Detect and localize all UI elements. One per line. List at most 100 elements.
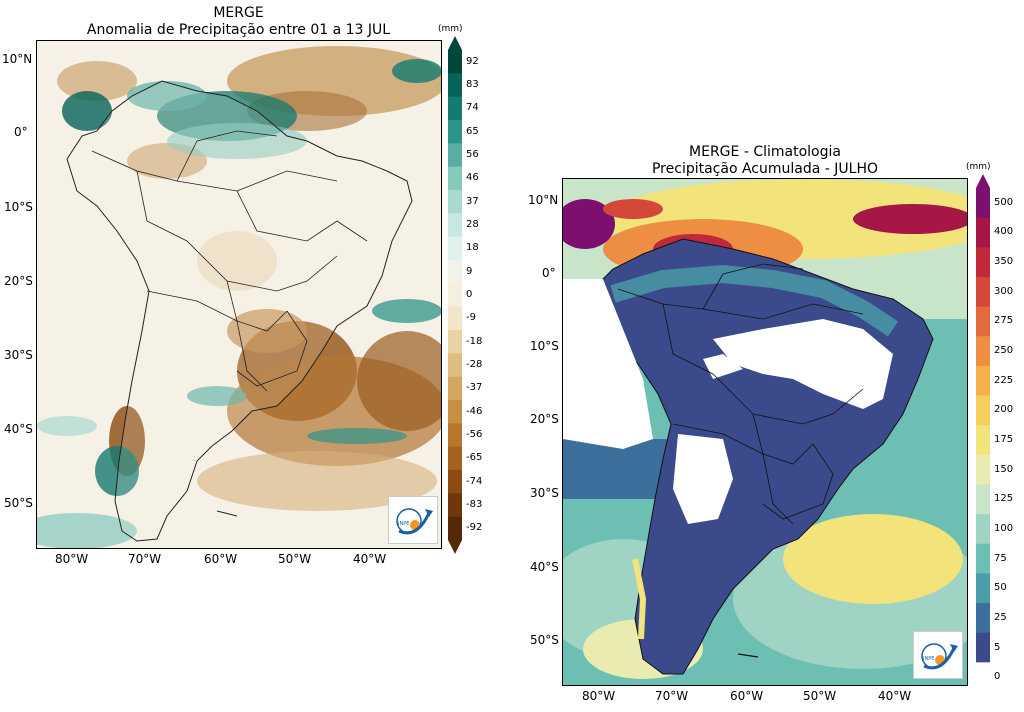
colorbar-segment bbox=[448, 73, 462, 98]
colorbar-tick-label: 350 bbox=[994, 256, 1014, 268]
colorbar-segment bbox=[448, 423, 462, 448]
colorbar-tick-label: 37 bbox=[466, 195, 479, 207]
colorbar-segment bbox=[448, 166, 462, 191]
colorbar-tick-label: 150 bbox=[994, 463, 1014, 475]
colorbar-segment bbox=[448, 120, 462, 144]
colorbar-tick-label: 65 bbox=[466, 125, 479, 137]
colorbar-segment bbox=[448, 306, 462, 331]
colorbar-segment bbox=[976, 425, 990, 456]
colorbar-tick-label: 0 bbox=[994, 671, 1001, 683]
right-lat-label: 30°S bbox=[530, 486, 559, 500]
colorbar-segment bbox=[976, 662, 990, 693]
colorbar-tick-label: 9 bbox=[466, 265, 473, 277]
colorbar-tick-label: -18 bbox=[466, 335, 483, 347]
colorbar-segment bbox=[448, 260, 462, 284]
right-map-canvas bbox=[563, 179, 967, 685]
colorbar-tick-label: 74 bbox=[466, 102, 479, 114]
left-lat-label: 40°S bbox=[4, 422, 33, 436]
colorbar-tick-label: 200 bbox=[994, 404, 1014, 416]
colorbar-segment bbox=[448, 470, 462, 494]
right-climatology-map bbox=[562, 178, 968, 686]
left-lat-label: 50°S bbox=[4, 496, 33, 510]
colorbar-tick-label: 75 bbox=[994, 552, 1007, 564]
left-lon-label: 70°W bbox=[128, 552, 162, 566]
inpe-logo-left: INPE bbox=[388, 496, 438, 544]
colorbar-segment bbox=[976, 454, 990, 485]
colorbar-tick-label: 275 bbox=[994, 315, 1014, 327]
colorbar-segment bbox=[976, 306, 990, 337]
colorbar-tick-label: -92 bbox=[466, 522, 483, 534]
left-anomaly-map bbox=[36, 40, 442, 549]
left-lon-label: 60°W bbox=[204, 552, 238, 566]
colorbar-segment bbox=[976, 336, 990, 367]
right-lon-label: 80°W bbox=[582, 689, 616, 703]
right-lat-label: 0° bbox=[542, 266, 556, 280]
colorbar-segment bbox=[448, 283, 462, 308]
colorbar-tick-label: 300 bbox=[994, 285, 1014, 297]
colorbar-tick-label: 46 bbox=[466, 172, 479, 184]
left-lon-label: 50°W bbox=[278, 552, 312, 566]
colorbar-segment bbox=[448, 330, 462, 354]
right-map-title: MERGE - Climatologia Precipitação Acumul… bbox=[562, 144, 968, 178]
colorbar-tick-label: -37 bbox=[466, 382, 483, 394]
colorbar-segment bbox=[976, 217, 990, 248]
right-colorbar-unit: (mm) bbox=[966, 162, 991, 172]
right-lat-label: 50°S bbox=[530, 633, 559, 647]
colorbar-segment bbox=[448, 353, 462, 378]
colorbar-segment bbox=[976, 632, 990, 663]
right-lon-label: 60°W bbox=[730, 689, 764, 703]
right-lat-label: 10°S bbox=[530, 339, 559, 353]
colorbar-arrow-bottom bbox=[448, 540, 462, 554]
colorbar-tick-label: 28 bbox=[466, 219, 479, 230]
colorbar-segment bbox=[976, 247, 990, 278]
colorbar-tick-label: -46 bbox=[466, 405, 483, 417]
colorbar-tick-label: 92 bbox=[466, 55, 479, 67]
left-lat-label: 20°S bbox=[4, 274, 33, 288]
colorbar-tick-label: -28 bbox=[466, 359, 483, 370]
colorbar-tick-label: 25 bbox=[994, 611, 1007, 623]
colorbar-tick-label: 18 bbox=[466, 242, 479, 254]
right-colorbar-svg bbox=[976, 174, 990, 693]
colorbar-segment bbox=[976, 573, 990, 604]
colorbar-tick-label: -83 bbox=[466, 499, 483, 510]
colorbar-segment bbox=[976, 514, 990, 545]
colorbar-tick-label: -74 bbox=[466, 475, 483, 487]
colorbar-segment bbox=[976, 543, 990, 574]
south-america-outline bbox=[66, 80, 413, 542]
colorbar-segment bbox=[448, 190, 462, 214]
left-colorbar-svg bbox=[448, 36, 462, 554]
inpe-logo-text: INPE bbox=[398, 521, 409, 527]
colorbar-segment bbox=[976, 365, 990, 397]
colorbar-tick-label: 250 bbox=[994, 345, 1014, 357]
colorbar-segment bbox=[448, 236, 462, 261]
colorbar-tick-label: 175 bbox=[994, 434, 1014, 445]
left-colorbar-unit: (mm) bbox=[438, 24, 463, 34]
colorbar-segment bbox=[976, 395, 990, 426]
colorbar-tick-label: 125 bbox=[994, 493, 1014, 505]
left-lon-label: 40°W bbox=[353, 552, 387, 566]
left-map-title-line1: MERGE bbox=[213, 5, 264, 21]
colorbar-tick-label: 83 bbox=[466, 79, 479, 90]
right-lat-label: 20°S bbox=[530, 412, 559, 426]
right-map-title-line1: MERGE - Climatologia bbox=[689, 144, 841, 160]
colorbar-segment bbox=[976, 603, 990, 634]
inpe-logo-icon: INPE bbox=[396, 508, 433, 535]
left-lon-label: 80°W bbox=[55, 552, 89, 566]
colorbar-tick-label: 0 bbox=[466, 289, 473, 300]
colorbar-tick-label: 50 bbox=[994, 582, 1007, 594]
left-map-title-line2: Anomalia de Precipitação entre 01 a 13 J… bbox=[86, 22, 391, 38]
colorbar-tick-label: 500 bbox=[994, 196, 1014, 208]
colorbar-segment bbox=[448, 400, 462, 424]
left-lat-label: 0° bbox=[14, 125, 28, 139]
colorbar-segment bbox=[448, 50, 462, 74]
right-map-title-line2: Precipitação Acumulada - JULHO bbox=[651, 161, 878, 177]
left-lat-label: 30°S bbox=[4, 348, 33, 362]
left-map-title: MERGE Anomalia de Precipitação entre 01 … bbox=[36, 5, 441, 39]
colorbar-tick-label: 225 bbox=[994, 374, 1014, 386]
colorbar-tick-label: 100 bbox=[994, 522, 1014, 534]
inpe-logo-right: INPE bbox=[913, 631, 963, 679]
colorbar-segment bbox=[976, 276, 990, 308]
colorbar-segment bbox=[448, 446, 462, 471]
colorbar-arrow-top bbox=[448, 36, 462, 50]
colorbar-segment bbox=[976, 484, 990, 515]
